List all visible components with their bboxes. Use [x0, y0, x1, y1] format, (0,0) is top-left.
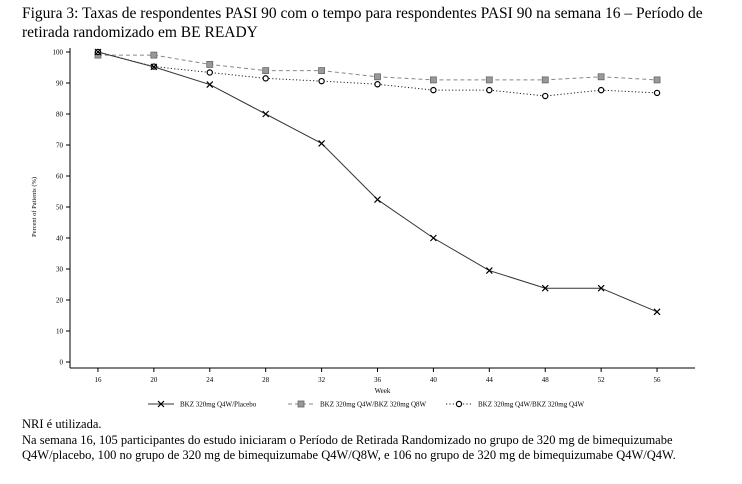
data-point [653, 76, 661, 84]
note-participants: Na semana 16, 105 participantes do estud… [22, 432, 676, 463]
legend-item-1: BKZ 320mg Q4W/Placebo [148, 401, 257, 409]
chart-series [94, 48, 661, 316]
legend-item-3: BKZ 320mg Q4W/BKZ 320mg Q4W [446, 401, 585, 409]
legend-marker [455, 400, 463, 408]
data-point [150, 63, 158, 71]
y-tick-label: 20 [56, 297, 64, 305]
data-point [150, 51, 158, 59]
series-line [97, 51, 658, 313]
data-point [262, 110, 270, 118]
y-tick-label: 100 [53, 49, 64, 57]
legend-label: BKZ 320mg Q4W/Placebo [180, 401, 257, 409]
series-line [97, 51, 658, 97]
data-point [430, 86, 437, 94]
x-axis-title: Week [375, 387, 391, 395]
data-point [429, 234, 437, 242]
y-tick-label: 80 [56, 111, 64, 119]
x-tick-label: 48 [542, 376, 550, 384]
data-point [94, 48, 102, 56]
legend-label: BKZ 320mg Q4W/BKZ 320mg Q4W [478, 401, 585, 409]
y-tick-label: 10 [56, 328, 64, 336]
data-point [541, 76, 549, 84]
data-point [597, 284, 605, 292]
data-point [653, 308, 661, 316]
legend-item-2: BKZ 320mg Q4W/BKZ 320mg Q8W [288, 401, 427, 409]
data-point [206, 69, 213, 76]
data-point [206, 81, 214, 88]
data-point [374, 73, 381, 81]
chart-axes: 0 10 20 30 40 50 60 70 80 90 100 16 20 24 28 32 36 40 44 48… [31, 48, 695, 395]
legend-label: BKZ 320mg Q4W/BKZ 320mg Q8W [320, 401, 427, 409]
data-point [318, 140, 326, 147]
data-point [541, 284, 549, 292]
y-axis-title: Percent of Patients (%) [31, 177, 38, 237]
data-point [485, 267, 493, 274]
series-2 [94, 51, 661, 84]
data-point [430, 76, 437, 84]
y-tick-label: 40 [56, 235, 64, 243]
x-tick-label: 20 [150, 376, 158, 384]
data-point [485, 76, 493, 84]
data-point [597, 73, 605, 81]
x-tick-label: 24 [206, 376, 214, 384]
figure-title: Figura 3: Taxas de respondentes PASI 90 … [22, 5, 703, 41]
data-point [597, 86, 605, 94]
data-point [262, 67, 270, 74]
data-point [262, 75, 269, 82]
data-point [486, 86, 493, 94]
data-point [374, 196, 381, 203]
legend-marker [157, 400, 165, 408]
y-tick-label: 90 [56, 80, 64, 88]
x-tick-label: 36 [374, 376, 382, 384]
x-tick-label: 28 [262, 376, 270, 384]
legend-marker [297, 400, 305, 408]
x-tick-label: 44 [486, 376, 494, 384]
data-point [318, 77, 325, 85]
y-tick-label: 50 [56, 204, 64, 212]
x-tick-label: 56 [654, 376, 662, 384]
data-point [542, 92, 549, 100]
series-1 [94, 48, 661, 316]
x-tick-label: 52 [598, 376, 606, 384]
data-point [374, 81, 381, 88]
y-tick-label: 30 [56, 266, 64, 274]
data-point [206, 61, 214, 68]
chart-legend: BKZ 320mg Q4W/Placebo BKZ 320mg Q4W/BKZ 3… [148, 401, 585, 409]
y-tick-label: 60 [56, 173, 64, 181]
note-nri: NRI é utilizada. [22, 417, 102, 431]
y-tick-label: 70 [56, 142, 64, 150]
y-tick-label: 0 [60, 359, 64, 367]
x-tick-label: 40 [430, 376, 438, 384]
figure-notes: NRI é utilizada. Na semana 16, 105 parti… [22, 417, 737, 464]
x-tick-label: 16 [94, 376, 102, 384]
data-point [318, 67, 325, 74]
x-tick-label: 32 [318, 376, 326, 384]
data-point [653, 89, 661, 97]
